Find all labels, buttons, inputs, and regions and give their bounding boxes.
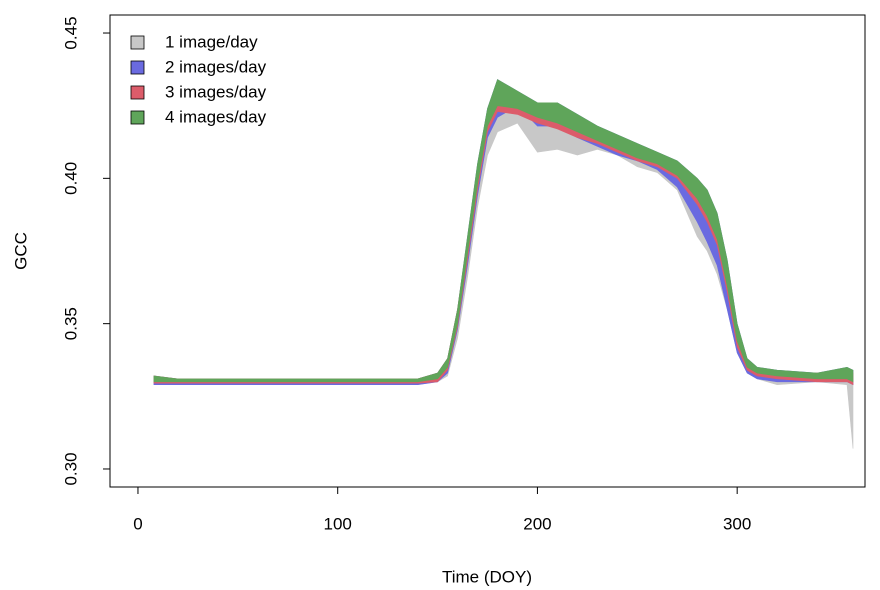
x-axis-label: Time (DOY) (442, 567, 532, 586)
y-tick-label: 0.30 (61, 452, 80, 485)
legend-label: 4 images/day (165, 107, 267, 126)
y-tick-label: 0.40 (61, 162, 80, 195)
legend-swatch (130, 85, 145, 100)
legend-swatch (130, 110, 145, 125)
x-tick-label: 200 (523, 514, 551, 533)
x-tick-label: 100 (324, 514, 352, 533)
legend-label: 3 images/day (165, 82, 267, 101)
y-tick-label: 0.35 (61, 307, 80, 340)
x-tick-label: 0 (133, 514, 142, 533)
legend-swatch (130, 60, 145, 75)
legend-label: 2 images/day (165, 57, 267, 76)
legend-swatch (130, 35, 145, 50)
x-tick-label: 300 (723, 514, 751, 533)
y-tick-label: 0.45 (61, 16, 80, 49)
y-axis-label: GCC (11, 232, 30, 270)
band (153, 96, 854, 449)
band (153, 79, 854, 383)
legend-label: 1 image/day (165, 32, 258, 51)
